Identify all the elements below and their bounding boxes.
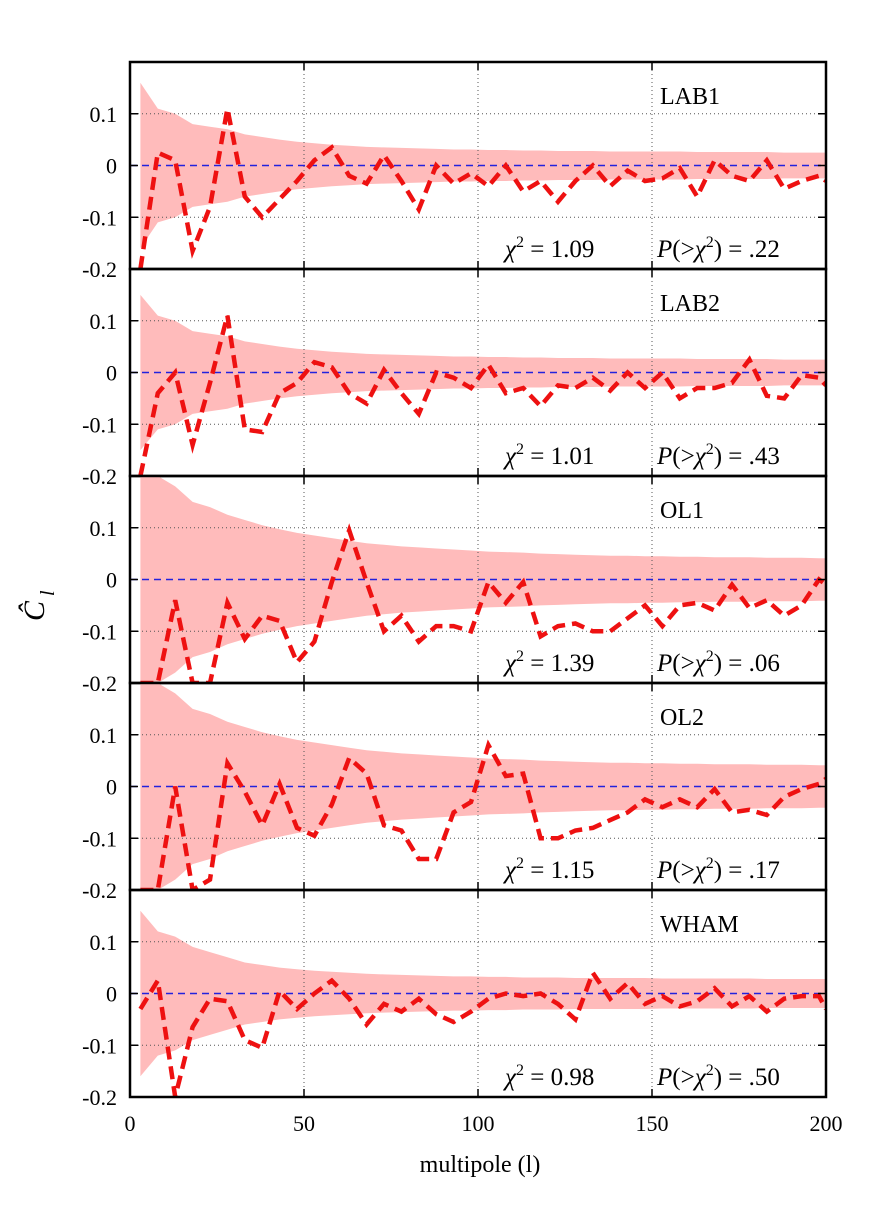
y-tick-label: -0.2 (82, 878, 117, 903)
panel-label: LAB1 (660, 84, 720, 110)
y-tick-label: 0 (106, 154, 117, 179)
x-tick-label: 200 (810, 1111, 843, 1136)
panel-plot-area (130, 890, 826, 1097)
y-tick-label: -0.1 (82, 412, 117, 437)
y-tick-label: 0.1 (90, 516, 118, 541)
y-axis-title-subscript: l (37, 590, 59, 596)
panel-ol1: -0.2 -0.1 0 0.1 OL1 χ2 = 1.39 P(>χ2) = .06 (82, 474, 828, 696)
chi2-label: χ2 = 1.01 (503, 441, 594, 470)
panel-plot-area (130, 683, 826, 890)
chi2-label: χ2 = 1.39 (503, 648, 594, 677)
y-tick-label: -0.2 (82, 464, 117, 489)
data-line (138, 108, 826, 269)
pvalue-label: P(>χ2) = .43 (656, 441, 780, 470)
y-tick-label: 0 (106, 568, 117, 593)
panel-label: LAB2 (660, 291, 720, 317)
pvalue-label: P(>χ2) = .22 (656, 234, 780, 263)
panel-label: OL2 (660, 705, 704, 731)
y-tick-label: 0 (106, 361, 117, 386)
x-tick-label: 50 (293, 1111, 315, 1136)
chi2-label: χ2 = 1.09 (503, 234, 594, 263)
panel-plot-area (130, 62, 826, 269)
y-tick-label: -0.2 (82, 1085, 117, 1110)
panel-plot-area (130, 269, 826, 476)
y-tick-label: 0.1 (90, 930, 118, 955)
data-line (138, 315, 826, 476)
y-tick-label: -0.2 (82, 257, 117, 282)
pvalue-label: P(>χ2) = .06 (656, 648, 780, 677)
y-tick-label: -0.1 (82, 826, 117, 851)
panel-label: OL1 (660, 498, 704, 524)
pvalue-label: P(>χ2) = .17 (656, 855, 780, 884)
y-tick-label: -0.1 (82, 205, 117, 230)
data-line (140, 739, 826, 890)
x-tick-label: 150 (636, 1111, 669, 1136)
y-tick-label: 0.1 (90, 723, 118, 748)
x-tick-label: 0 (125, 1111, 136, 1136)
panel-lab1: -0.2 -0.1 0 0.1 LAB1 χ2 = 1.09 P(>χ2) = .22 (82, 60, 828, 282)
x-axis-title: multipole (l) (420, 1152, 541, 1178)
y-axis-title-main: Ĉ (18, 600, 51, 621)
data-line (138, 967, 826, 1097)
x-axis: 0 50 100 150 200 (125, 1111, 843, 1136)
chi2-label: χ2 = 0.98 (503, 1062, 594, 1091)
y-tick-label: -0.1 (82, 619, 117, 644)
y-tick-label: -0.1 (82, 1033, 117, 1058)
x-tick-label: 100 (462, 1111, 495, 1136)
y-tick-label: -0.2 (82, 671, 117, 696)
pvalue-label: P(>χ2) = .50 (656, 1062, 780, 1091)
panel-lab2: -0.2 -0.1 0 0.1 LAB2 χ2 = 1.01 P(>χ2) = .43 (82, 267, 828, 489)
panel-wham: -0.2 -0.1 0 0.1 WHAM χ2 = 0.98 P(>χ2) = .50 (82, 888, 828, 1110)
chi2-label: χ2 = 1.15 (503, 855, 594, 884)
y-tick-label: 0 (106, 775, 117, 800)
data-line (140, 523, 826, 683)
y-axis-title: Ĉ l (18, 590, 59, 621)
panel-plot-area (130, 476, 826, 683)
panel-label: WHAM (660, 912, 739, 938)
panel-ol2: -0.2 -0.1 0 0.1 OL2 χ2 = 1.15 P(>χ2) = .17 (82, 681, 828, 903)
y-tick-label: 0.1 (90, 309, 118, 334)
y-tick-label: 0 (106, 982, 117, 1007)
y-tick-label: 0.1 (90, 102, 118, 127)
